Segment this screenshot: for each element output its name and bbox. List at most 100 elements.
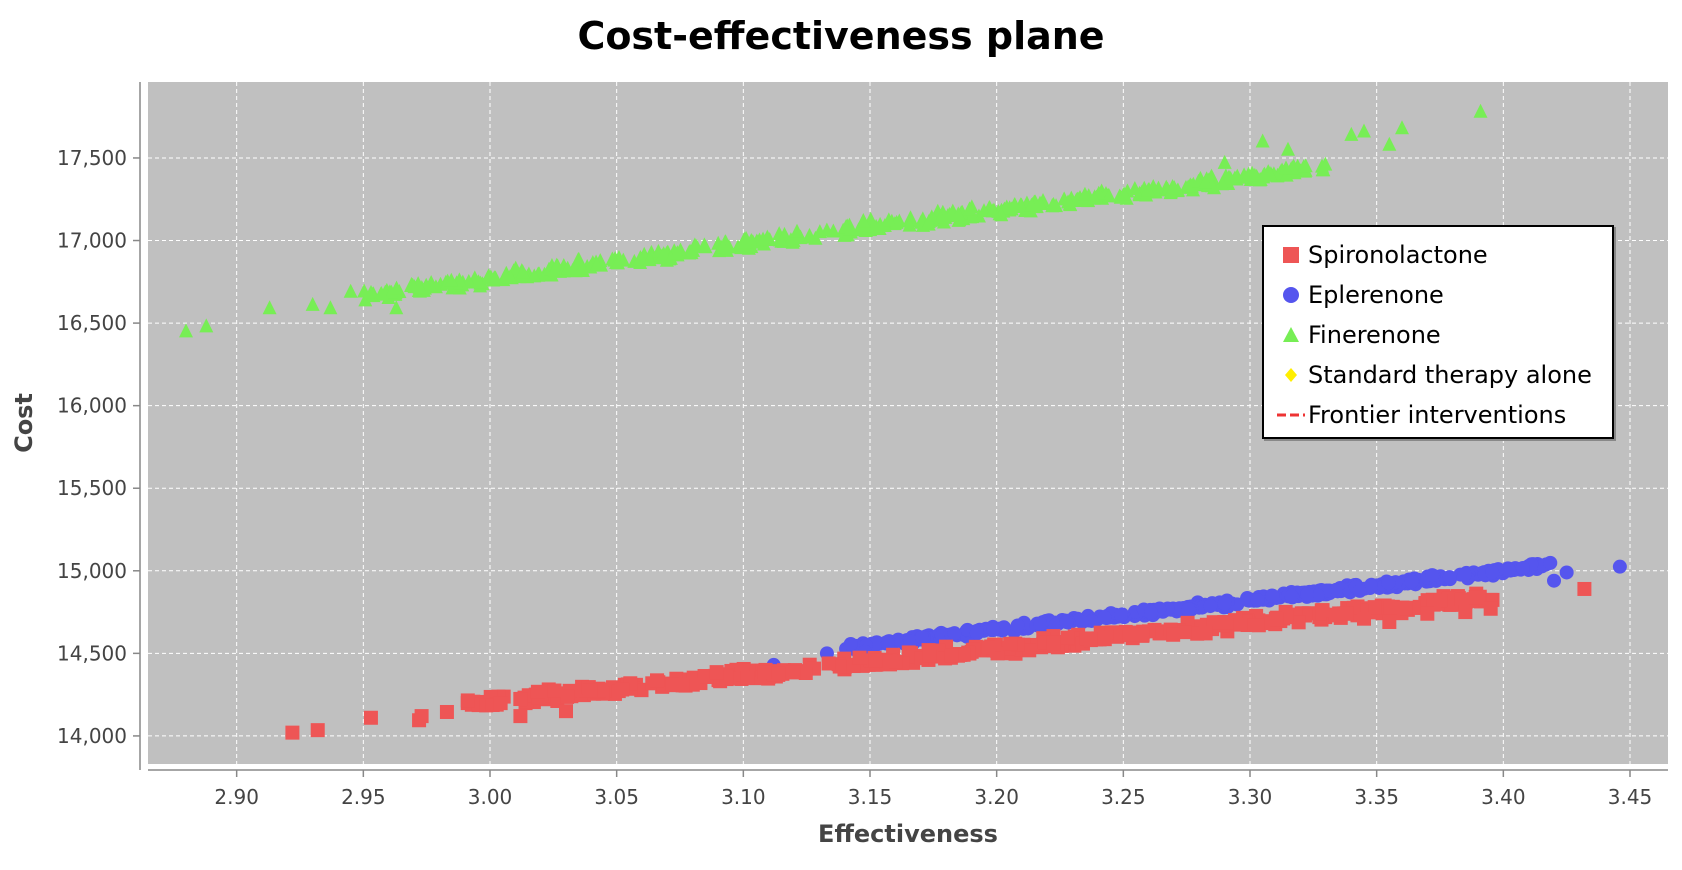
spironolactone-point xyxy=(1097,632,1112,647)
finerenone-point xyxy=(1223,170,1238,185)
finerenone-point xyxy=(1014,199,1029,214)
spironolactone-point xyxy=(513,709,528,724)
spironolactone-point xyxy=(1315,603,1330,618)
spironolactone-point xyxy=(1444,597,1459,612)
finerenone-point xyxy=(515,264,530,279)
spironolactone-point xyxy=(1122,627,1137,642)
finerenone-point xyxy=(774,233,789,248)
spironolactone-point xyxy=(1198,626,1213,641)
finerenone-point xyxy=(892,213,907,228)
eplerenone-point xyxy=(1543,555,1558,570)
x-tick-label: 3.05 xyxy=(594,785,639,809)
eplerenone-point xyxy=(1048,617,1063,632)
spironolactone-point xyxy=(1291,615,1306,630)
legend-label: Finerenone xyxy=(1308,321,1441,349)
spironolactone-point xyxy=(1420,606,1435,621)
red-square-icon xyxy=(1274,242,1308,268)
finerenone-point xyxy=(1298,158,1313,173)
spironolactone-point xyxy=(832,659,847,674)
legend-item-frontier: Frontier interventions xyxy=(1274,395,1602,435)
finerenone-point xyxy=(358,292,373,307)
eplerenone-point xyxy=(1442,570,1457,585)
finerenone-point xyxy=(881,212,896,227)
spironolactone-point xyxy=(1458,605,1473,620)
y-tick-label: 14,500 xyxy=(57,641,127,665)
x-tick-label: 3.00 xyxy=(468,785,513,809)
y-axis-title: Cost xyxy=(10,393,38,453)
finerenone-point xyxy=(323,300,338,315)
eplerenone-point xyxy=(1059,615,1074,630)
spironolactone-point xyxy=(1206,615,1221,630)
spironolactone-point xyxy=(559,704,573,719)
finerenone-point xyxy=(589,256,604,271)
eplerenone-point xyxy=(1265,588,1280,603)
spironolactone-point xyxy=(1251,618,1266,633)
y-tick-label: 17,000 xyxy=(57,229,127,253)
spironolactone-point xyxy=(363,710,378,725)
spironolactone-point xyxy=(414,709,429,724)
axis-ticks: 2.90 2.95 3.00 3.05 3.10 3.15 3.20 3.25 3.30 3.35… xyxy=(57,146,1652,809)
eplerenone-point xyxy=(947,626,962,641)
finerenone-point xyxy=(1395,120,1409,135)
blue-circle-icon xyxy=(1274,282,1308,308)
spironolactone-point xyxy=(944,648,959,663)
finerenone-point xyxy=(1473,103,1488,118)
finerenone-point xyxy=(938,209,953,224)
eplerenone-point xyxy=(1113,608,1128,623)
legend-label: Eplerenone xyxy=(1308,281,1444,309)
finerenone-point xyxy=(1127,180,1142,195)
spironolactone-point xyxy=(547,683,562,698)
finerenone-point xyxy=(1204,178,1219,193)
finerenone-point xyxy=(1077,186,1092,201)
finerenone-point xyxy=(803,229,818,244)
spironolactone-point xyxy=(634,683,649,698)
eplerenone-point xyxy=(1144,605,1159,620)
spironolactone-point xyxy=(1166,627,1181,642)
finerenone-point xyxy=(179,323,193,338)
spironolactone-point xyxy=(786,665,801,680)
finerenone-point xyxy=(812,224,827,239)
spironolactone-point xyxy=(615,682,630,697)
y-tick-label: 16,500 xyxy=(57,311,127,335)
finerenone-point xyxy=(1198,174,1213,189)
legend-label: Spironolactone xyxy=(1308,241,1488,269)
finerenone-point xyxy=(999,199,1014,214)
spironolactone-point xyxy=(922,648,937,663)
eplerenone-point xyxy=(1404,574,1419,589)
spironolactone-point xyxy=(709,665,724,680)
x-tick-label: 3.40 xyxy=(1481,785,1526,809)
x-tick-label: 3.20 xyxy=(974,785,1019,809)
spironolactone-point xyxy=(560,689,575,704)
finerenone-point xyxy=(789,223,804,238)
x-tick-label: 3.10 xyxy=(721,785,766,809)
finerenone-point xyxy=(389,300,404,315)
finerenone-point xyxy=(843,221,858,236)
finerenone-point xyxy=(488,270,503,285)
eplerenone-point xyxy=(1310,588,1325,603)
spironolactone-point xyxy=(1328,607,1343,622)
finerenone-point xyxy=(548,262,563,277)
finerenone-point xyxy=(719,242,734,257)
eplerenone-point xyxy=(1364,579,1379,594)
chart-title: Cost-effectiveness plane xyxy=(577,14,1105,58)
spironolactone-point xyxy=(1221,615,1236,630)
spironolactone-point xyxy=(1468,590,1483,605)
finerenone-point xyxy=(444,272,459,287)
finerenone-point xyxy=(663,250,678,265)
spironolactone-point xyxy=(1233,617,1248,632)
finerenone-point xyxy=(305,296,320,311)
yellow-diamond-icon xyxy=(1274,362,1308,388)
eplerenone-point xyxy=(903,634,918,649)
finerenone-point xyxy=(1102,188,1117,203)
spironolactone-point xyxy=(530,684,545,699)
eplerenone-point xyxy=(880,636,895,651)
eplerenone-point xyxy=(1217,596,1232,611)
eplerenone-point xyxy=(1501,562,1516,577)
finerenone-point xyxy=(756,231,771,246)
legend-item-eplerenone: Eplerenone xyxy=(1274,275,1602,315)
eplerenone-point xyxy=(1240,593,1255,608)
spironolactone-point xyxy=(956,647,971,662)
x-tick-label: 3.25 xyxy=(1101,785,1146,809)
finerenone-point xyxy=(1141,182,1156,197)
finerenone-point xyxy=(565,262,580,277)
